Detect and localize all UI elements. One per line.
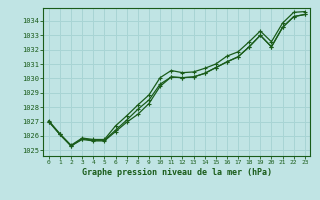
X-axis label: Graphe pression niveau de la mer (hPa): Graphe pression niveau de la mer (hPa) [82,168,272,177]
